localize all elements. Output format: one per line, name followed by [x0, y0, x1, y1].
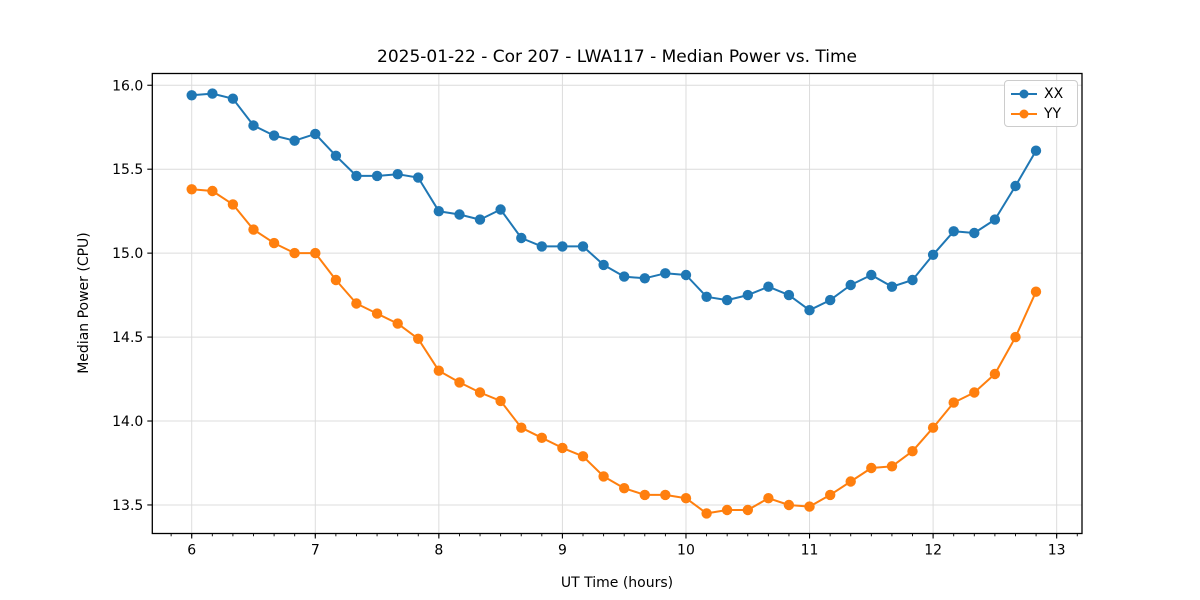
x-tick-label: 6 [187, 543, 196, 559]
x-tick-label: 11 [801, 543, 819, 559]
x-tick-label: 8 [434, 543, 443, 559]
legend-entry-yy: YY [1010, 105, 1072, 122]
y-tick-label: 15.0 [112, 246, 143, 262]
series-YY [186, 184, 1042, 519]
legend-entry-xx: XX [1010, 85, 1072, 102]
y-axis-label: Median Power (CPU) [76, 232, 92, 374]
x-tick-label: 12 [924, 543, 942, 559]
legend-sample-line-icon [1011, 109, 1037, 118]
y-tick-label: 13.5 [112, 498, 143, 514]
x-tick-label: 7 [311, 543, 320, 559]
legend-sample-line-icon [1011, 89, 1037, 98]
y-tick-label: 14.5 [112, 330, 143, 346]
series-XX [186, 88, 1042, 316]
x-tick-label: 10 [677, 543, 695, 559]
axis-ticks: 6 7 8 9 10 11 12 13 13.5 14.0 14.5 15.0 15.5 16.0 [112, 78, 1078, 559]
legend: XX YY [1004, 80, 1078, 127]
y-tick-label: 15.5 [112, 162, 143, 178]
x-tick-label: 9 [558, 543, 567, 559]
x-axis-label: UT Time (hours) [560, 575, 674, 591]
legend-label-xx: XX [1044, 85, 1064, 102]
y-tick-label: 16.0 [112, 78, 143, 94]
axes-spines [151, 72, 1083, 535]
x-tick-label: 13 [1048, 543, 1066, 559]
chart-title: 2025-01-22 - Cor 207 - LWA117 - Median P… [377, 47, 857, 67]
gridlines [152, 73, 1082, 534]
plot-background [152, 73, 1083, 534]
y-tick-label: 14.0 [112, 414, 143, 430]
legend-label-yy: YY [1044, 105, 1062, 122]
